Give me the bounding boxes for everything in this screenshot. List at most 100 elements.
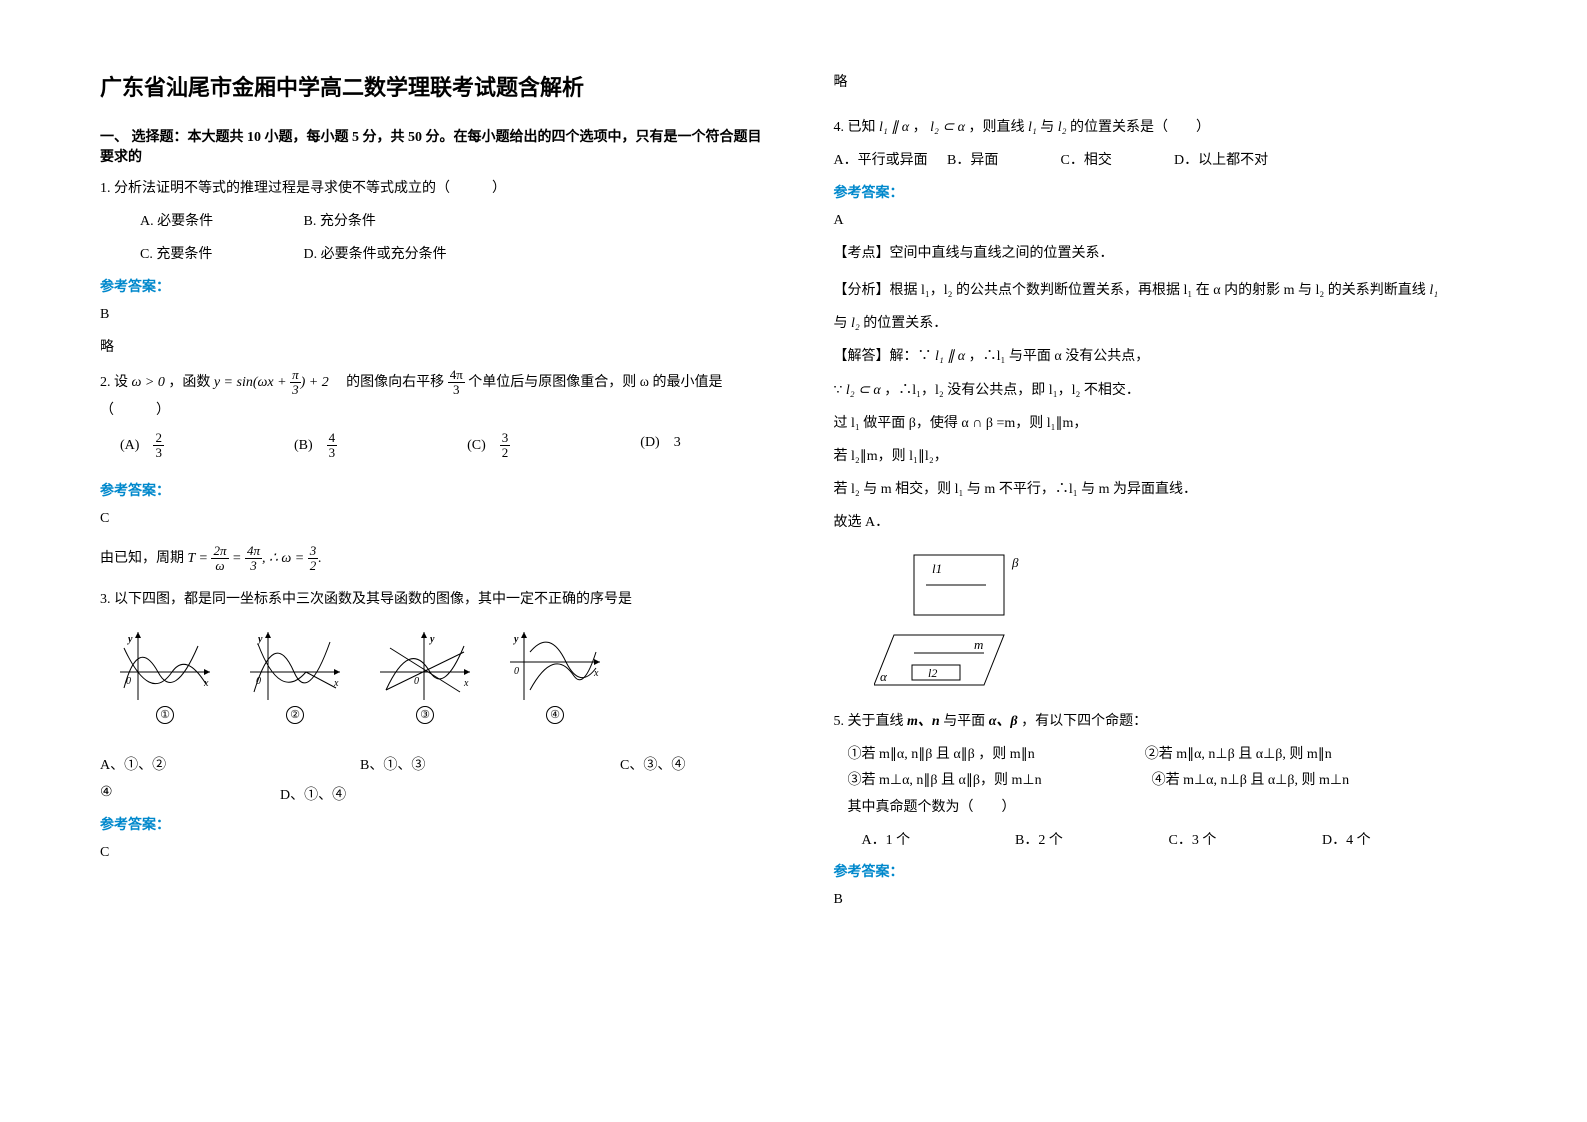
q4-sol-c2: ∵ xyxy=(834,383,843,398)
q4-c1: l₁ ∥ α xyxy=(879,120,909,135)
q3-graph4: 0 x y ④ xyxy=(510,632,600,724)
q2-optC: (C) 32 xyxy=(467,431,510,461)
q1-options-row1: A. 必要条件 B. 充分条件 xyxy=(100,209,774,234)
q2-expl: 由已知，周期 T = 2πω = 4π3, ∴ ω = 32. xyxy=(100,544,774,574)
diag-alpha-label: α xyxy=(880,669,888,684)
q3-g3-label: ③ xyxy=(416,706,434,724)
q5-tail2: 其中真命题个数为（ ） xyxy=(834,795,1508,820)
q5-tail: ，有以下四个命题： xyxy=(1021,714,1147,729)
q4-optC: C．相交 xyxy=(1061,148,1171,173)
svg-text:y: y xyxy=(257,634,263,645)
q4-analysis2: 与 l₂ 的位置关系． xyxy=(834,311,1508,336)
q4-l2: l₂ xyxy=(1058,120,1067,135)
q4-and: 与 xyxy=(1040,120,1054,135)
q3-rowD: D、①、④ xyxy=(280,784,346,804)
q2-optD: (D) 3 xyxy=(640,431,680,461)
page-title: 广东省汕尾市金厢中学高二数学理联考试题含解析 xyxy=(100,70,774,102)
q5-optC: C．3 个 xyxy=(1169,828,1319,853)
q5-options: A．1 个 B．2 个 C．3 个 D．4 个 xyxy=(834,828,1508,853)
q3-graph2: 0 x y ② xyxy=(250,632,340,724)
q5-answer: B xyxy=(834,887,1508,912)
q3-graphs: 0 x y ① 0 x y ② xyxy=(120,632,774,724)
q4-an-pre: 【分析】根据 l₁，l₂ 的公共点个数判断位置关系，再根据 l₁ 在 α 内的射… xyxy=(834,283,1426,298)
diag-m-label: m xyxy=(974,637,983,652)
q1-optD: D. 必要条件或充分条件 xyxy=(304,247,447,262)
q3-answer-label: 参考答案： xyxy=(100,814,774,834)
q2-optA: (A) 23 xyxy=(120,431,164,461)
q4-text: 4. 已知 l₁ ∥ α ， l₂ ⊂ α ，则直线 l₁ 与 l₂ 的位置关系… xyxy=(834,115,1508,140)
diag-l1-label: l1 xyxy=(932,561,942,576)
q5-stmts-r2: ③若 m⊥α, n∥β 且 α∥β，则 m⊥n ④若 m⊥α, n⊥β 且 α⊥… xyxy=(834,769,1508,789)
q5-mid: 与平面 xyxy=(943,714,989,729)
q3-graph3: 0 x y ③ xyxy=(380,632,470,724)
right-column: 略 4. 已知 l₁ ∥ α ， l₂ ⊂ α ，则直线 l₁ 与 l₂ 的位置… xyxy=(804,70,1508,1102)
q4-analysis: 【分析】根据 l₁，l₂ 的公共点个数判断位置关系，再根据 l₁ 在 α 内的射… xyxy=(834,278,1508,303)
q1-optB: B. 充分条件 xyxy=(304,214,376,229)
q2-shift: 4π3 xyxy=(448,368,465,398)
q4-an-l2: l₂ xyxy=(851,316,860,331)
q3-choices-r1: A、①、② B、①、③ C、③、④ xyxy=(100,754,774,774)
svg-text:0: 0 xyxy=(514,666,519,677)
q4-sol2: ∵ l₂ ⊂ α ，∴l₁，l₂ 没有公共点，即 l₁，l₂ 不相交． xyxy=(834,378,1508,403)
q3-text: 3. 以下四图，都是同一坐标系中三次函数及其导函数的图像，其中一定不正确的序号是 xyxy=(100,587,774,612)
q2-cond: ω > 0 xyxy=(132,375,165,390)
q5-optB: B．2 个 xyxy=(1015,828,1165,853)
q3-note: 略 xyxy=(834,70,1508,95)
q4-diagram: l1 β m l2 α xyxy=(874,545,1508,695)
q1-optC: C. 充要条件 xyxy=(140,242,300,267)
q3-choices-r2: ④ D、①、④ xyxy=(100,784,774,804)
q4-c2: l₂ ⊂ α xyxy=(930,120,965,135)
svg-text:x: x xyxy=(463,678,469,689)
q5-mn: m、n xyxy=(907,714,940,729)
q5-text: 5. 关于直线 m、n 与平面 α、β ，有以下四个命题： xyxy=(834,709,1508,734)
q4-options: A．平行或异面 B．异面 C．相交 D．以上都不对 xyxy=(834,148,1508,173)
q3-answer: C xyxy=(100,840,774,865)
q5-answer-label: 参考答案： xyxy=(834,861,1508,881)
svg-text:0: 0 xyxy=(414,676,419,687)
svg-text:y: y xyxy=(127,634,133,645)
q4-sol-t1: ，∴l₁ 与平面 α 没有公共点， xyxy=(969,349,1150,364)
q4-point: 【考点】空间中直线与直线之间的位置关系． xyxy=(834,241,1508,266)
q4-sol-t2: ，∴l₁，l₂ 没有公共点，即 l₁，l₂ 不相交． xyxy=(884,383,1140,398)
q4-tr: ，则直线 xyxy=(968,120,1024,135)
q2-mid1: ，函数 xyxy=(168,375,210,390)
q4-sol-c1: l₁ ∥ α xyxy=(935,349,965,364)
q2-optB: (B) 43 xyxy=(294,431,337,461)
q5-pre: 5. 关于直线 xyxy=(834,714,908,729)
q5-ab: α、β xyxy=(989,714,1018,729)
q1-answer: B xyxy=(100,302,774,327)
q4-sol3: 过 l₁ 做平面 β，使得 α ∩ β =m，则 l₁∥m， xyxy=(834,411,1508,436)
q1-optA: A. 必要条件 xyxy=(140,209,300,234)
q3-rowCont: ④ xyxy=(100,784,280,804)
q3-g4-label: ④ xyxy=(546,706,564,724)
q2-pre: 2. 设 xyxy=(100,375,128,390)
left-column: 广东省汕尾市金厢中学高二数学理联考试题含解析 一、 选择题：本大题共 10 小题… xyxy=(100,70,804,1102)
q2-text: 2. 设 ω > 0 ，函数 y = sin(ωx + π3) + 2 的图像向… xyxy=(100,368,774,423)
q4-sol4: 若 l₂∥m，则 l₁∥l₂， xyxy=(834,444,1508,469)
q2-func: y = sin(ωx + π3) + 2 xyxy=(214,375,329,390)
q4-sol5: 若 l₂ 与 m 相交，则 l₁ 与 m 不平行，∴l₁ 与 m 为异面直线． xyxy=(834,477,1508,502)
q5-s3: ③若 m⊥α, n∥β 且 α∥β，则 m⊥n xyxy=(848,769,1042,789)
q1-options-row2: C. 充要条件 D. 必要条件或充分条件 xyxy=(100,242,774,267)
q2-answer-label: 参考答案： xyxy=(100,480,774,500)
q3-rowA: A、①、② xyxy=(100,754,360,774)
q4-optA: A．平行或异面 xyxy=(834,148,944,173)
q2-expl-formula: T = 2πω = 4π3, ∴ ω = 32. xyxy=(188,551,322,566)
q2-options: (A) 23 (B) 43 (C) 32 (D) 3 xyxy=(100,431,774,461)
graph2-svg: 0 x y xyxy=(250,632,340,700)
q5-stmts-r1: ①若 m∥α, n∥β 且 α∥β ，则 m∥n ②若 m∥α, n⊥β 且 α… xyxy=(834,743,1508,763)
q5-s2: ②若 m∥α, n⊥β 且 α⊥β, 则 m∥n xyxy=(1145,743,1332,763)
q5-s4: ④若 m⊥α, n⊥β 且 α⊥β, 则 m⊥n xyxy=(1152,769,1349,789)
q4-sol6: 故选 A． xyxy=(834,510,1508,535)
q3-rowB: B、①、③ xyxy=(360,754,620,774)
svg-text:x: x xyxy=(593,668,599,679)
q3-g1-label: ① xyxy=(156,706,174,724)
graph4-svg: 0 x y xyxy=(510,632,600,700)
q4-l1: l₁ xyxy=(1028,120,1037,135)
q1-answer-label: 参考答案： xyxy=(100,276,774,296)
q1-note: 略 xyxy=(100,335,774,360)
q4-sol-head: 【解答】解：∵ xyxy=(834,349,932,364)
q4-an-l1: l₁ xyxy=(1429,283,1438,298)
q3-g2-label: ② xyxy=(286,706,304,724)
q4-sol1: 【解答】解：∵ l₁ ∥ α ，∴l₁ 与平面 α 没有公共点， xyxy=(834,344,1508,369)
